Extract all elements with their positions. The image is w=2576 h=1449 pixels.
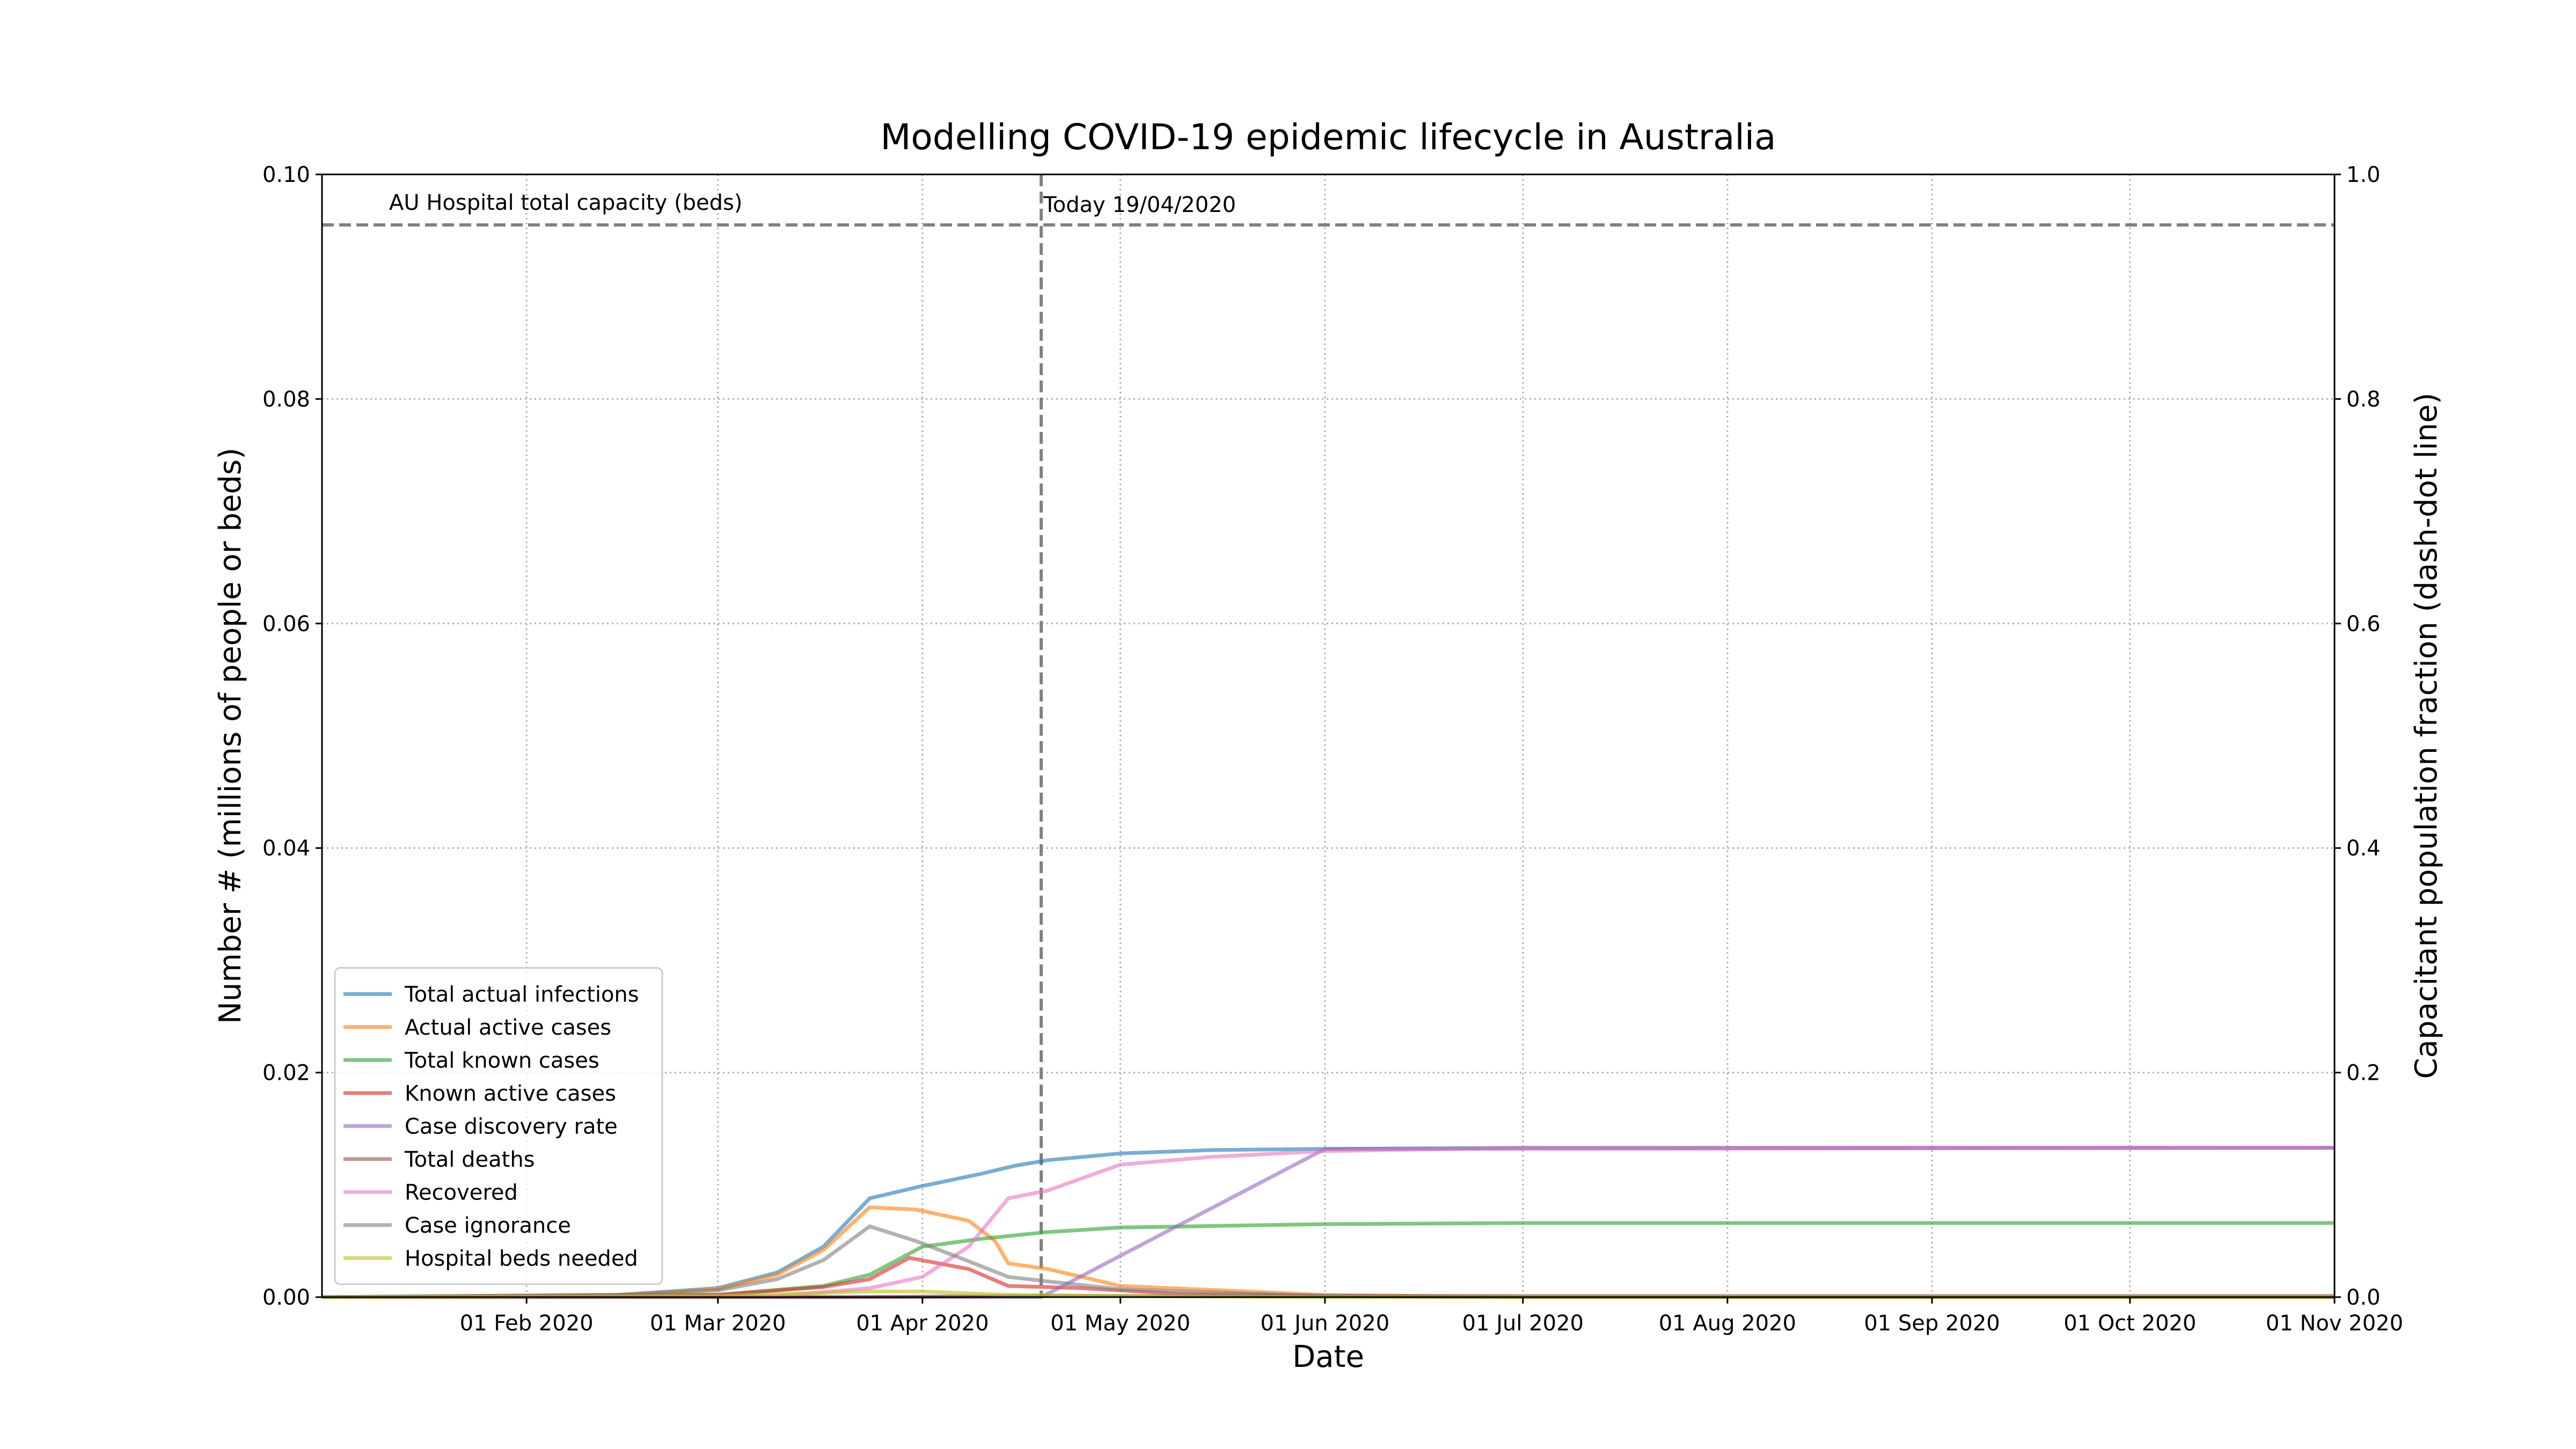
y2-tick-label: 0.4 xyxy=(2346,836,2381,861)
series-line xyxy=(321,1224,2334,1299)
legend-entry: Hospital beds needed xyxy=(405,1246,638,1271)
legend-entry: Total deaths xyxy=(404,1147,535,1172)
y2-tick-label: 0.6 xyxy=(2346,612,2381,636)
x-tick-label: 01 Jul 2020 xyxy=(1462,1311,1584,1336)
y-tick-label: 0.04 xyxy=(262,836,310,861)
x-tick-label: 01 Oct 2020 xyxy=(2063,1311,2196,1336)
y-tick-label: 0.08 xyxy=(262,387,310,412)
x-tick-label: 01 Feb 2020 xyxy=(460,1311,594,1336)
series-line xyxy=(321,1146,2334,1299)
x-tick-label: 01 Jun 2020 xyxy=(1261,1311,1390,1336)
y2-tick-label: 0.8 xyxy=(2346,387,2381,412)
plot-frame xyxy=(321,173,2336,1298)
x-tick-label: 01 May 2020 xyxy=(1050,1311,1190,1336)
y2-axis-title: Capacitant population fraction (dash-dot… xyxy=(2409,393,2444,1079)
capacity-label: AU Hospital total capacity (beds) xyxy=(389,191,742,215)
today-label: Today 19/04/2020 xyxy=(1043,193,1236,217)
chart-title: Modelling COVID-19 epidemic lifecycle in… xyxy=(880,116,1776,158)
x-axis-title: Date xyxy=(1292,1340,1364,1374)
y2-tick-label: 0.0 xyxy=(2346,1285,2381,1310)
y-tick-label: 0.02 xyxy=(262,1061,310,1086)
grid-lines xyxy=(322,174,2334,1297)
y2-tick-label: 0.2 xyxy=(2346,1061,2381,1086)
x-tick-label: 01 Aug 2020 xyxy=(1659,1311,1796,1336)
reference-lines: AU Hospital total capacity (beds) Today 1… xyxy=(322,174,2334,1297)
legend-entry: Recovered xyxy=(405,1180,518,1205)
y-axis-title: Number # (millions of people or beds) xyxy=(213,448,248,1024)
legend: Total actual infections Actual active cas… xyxy=(334,967,663,1285)
legend-entry: Case ignorance xyxy=(405,1213,571,1238)
legend-entry: Total actual infections xyxy=(404,982,639,1007)
x-tick-label: 01 Mar 2020 xyxy=(650,1311,786,1336)
y-tick-label: 0.10 xyxy=(262,163,310,187)
x-tick-label: 01 Apr 2020 xyxy=(856,1311,989,1336)
legend-entry: Known active cases xyxy=(405,1081,616,1106)
y-axis-ticks: 0.00 0.02 0.04 0.06 0.08 0.10 xyxy=(262,163,322,1310)
legend-entry: Actual active cases xyxy=(405,1015,611,1040)
y-tick-label: 0.06 xyxy=(262,612,310,636)
y2-axis-ticks: 0.0 0.2 0.4 0.6 0.8 1.0 xyxy=(2334,163,2381,1310)
y2-tick-label: 1.0 xyxy=(2346,163,2381,187)
legend-entry: Total known cases xyxy=(404,1048,599,1073)
legend-box xyxy=(334,967,663,1285)
x-tick-label: 01 Nov 2020 xyxy=(2266,1311,2403,1336)
y-tick-label: 0.00 xyxy=(262,1285,310,1310)
x-tick-label: 01 Sep 2020 xyxy=(1864,1311,2000,1336)
legend-entry: Case discovery rate xyxy=(405,1114,618,1139)
x-axis-ticks: 01 Feb 2020 01 Mar 2020 01 Apr 2020 01 May … xyxy=(460,1297,2403,1336)
